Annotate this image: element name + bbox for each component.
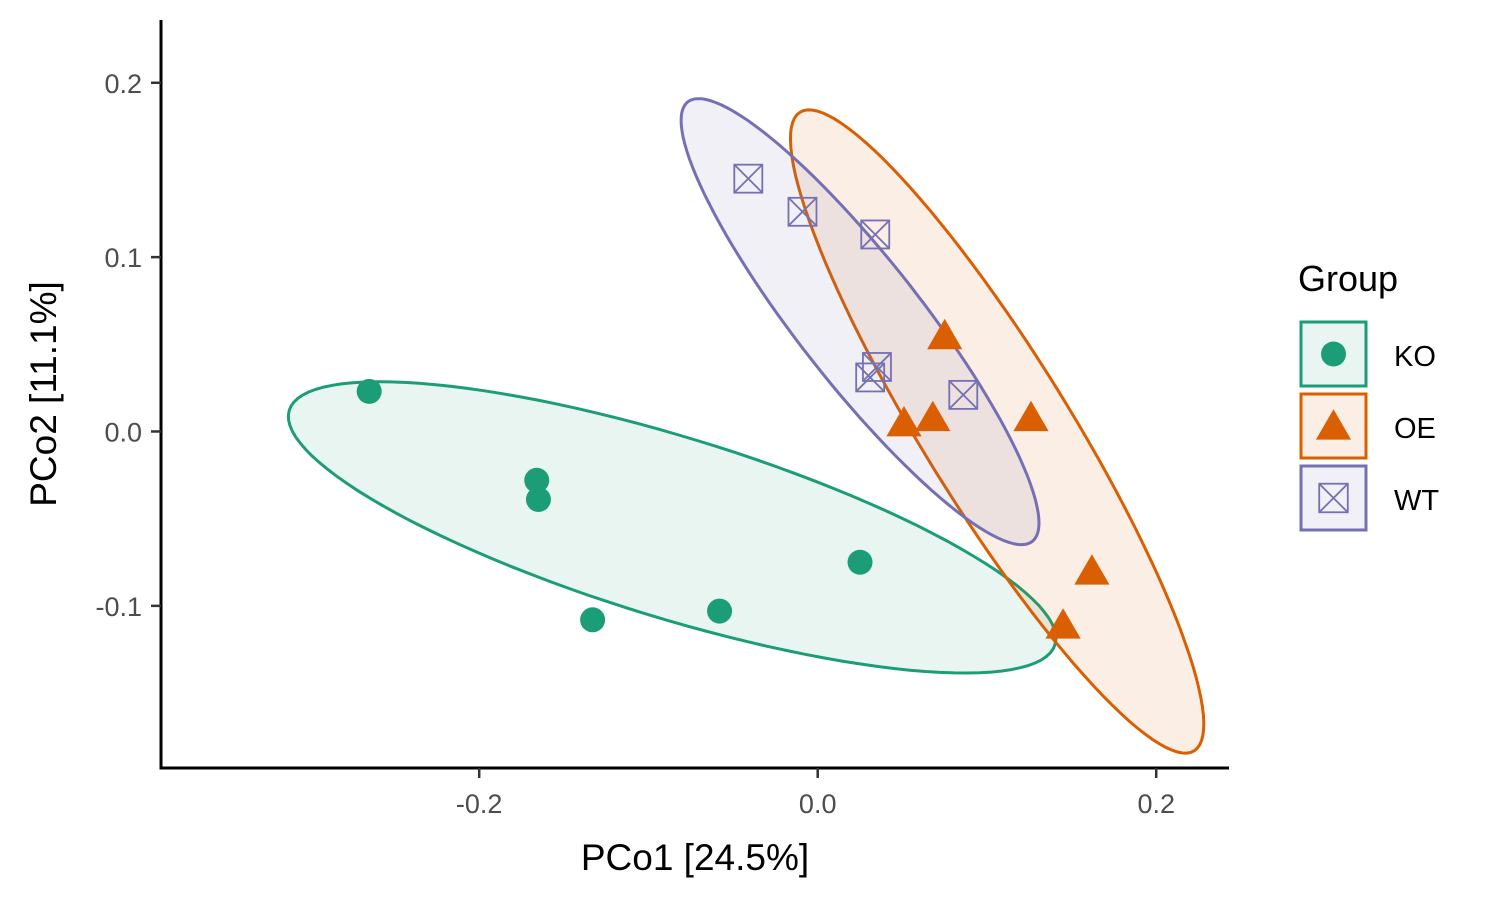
- legend-label: WT: [1394, 485, 1439, 517]
- x-tick-label: 0.0: [799, 789, 837, 819]
- x-axis-title: PCo1 [24.5%]: [581, 837, 809, 878]
- ellipse-ko: [286, 380, 1058, 675]
- point-oe-3: [915, 400, 951, 432]
- x-tick-label: 0.2: [1137, 789, 1175, 819]
- legend-key-circle: [1321, 341, 1346, 367]
- point-ko-4: [580, 607, 606, 633]
- legend-entries: KO OE WT: [1299, 320, 1439, 532]
- x-ticks: -0.2 0.0 0.2: [456, 768, 1175, 819]
- point-wt-3: [860, 219, 891, 250]
- legend-label: OE: [1394, 413, 1436, 445]
- x-tick-label: -0.2: [456, 789, 503, 819]
- axes: [159, 20, 1229, 770]
- point-oe-4: [1013, 400, 1049, 432]
- ellipse-wt: [679, 97, 1041, 547]
- point-wt-4: [862, 352, 892, 382]
- y-axis-title: PCo2 [11.1%]: [23, 281, 64, 507]
- point-oe-6: [1045, 608, 1081, 639]
- legend-entry-oe: OE: [1299, 392, 1436, 460]
- legend-key-box: [1299, 464, 1368, 532]
- legend-title: Group: [1298, 258, 1398, 299]
- point-ko-5: [707, 598, 733, 624]
- point-ko-6: [847, 549, 873, 575]
- point-oe-1: [927, 318, 963, 350]
- y-tick-label: 0.0: [104, 417, 142, 447]
- legend-label: KO: [1394, 341, 1436, 373]
- ellipse-oe: [788, 108, 1206, 755]
- point-wt-2: [787, 196, 818, 227]
- y-tick-label: 0.1: [104, 243, 142, 273]
- data-points: [356, 163, 1110, 639]
- point-wt-5: [855, 362, 886, 393]
- point-oe-5: [1074, 554, 1110, 585]
- point-ko-1: [356, 378, 382, 404]
- point-oe-2: [886, 406, 922, 437]
- point-ko-2: [524, 467, 550, 493]
- point-wt-6: [948, 379, 979, 410]
- legend: Group KO OE WT: [1298, 258, 1439, 532]
- y-tick-label: -0.1: [95, 592, 142, 622]
- y-tick-label: 0.2: [104, 69, 142, 99]
- point-ko-3: [525, 486, 551, 512]
- point-wt-1: [733, 163, 764, 194]
- legend-key-triangle: [1315, 409, 1352, 440]
- legend-entry-ko: KO: [1299, 320, 1436, 388]
- confidence-ellipses: [286, 97, 1206, 755]
- y-ticks: -0.1 0.0 0.1 0.2: [95, 69, 161, 622]
- legend-key-square-x: [1318, 482, 1349, 514]
- legend-entry-wt: WT: [1299, 464, 1439, 532]
